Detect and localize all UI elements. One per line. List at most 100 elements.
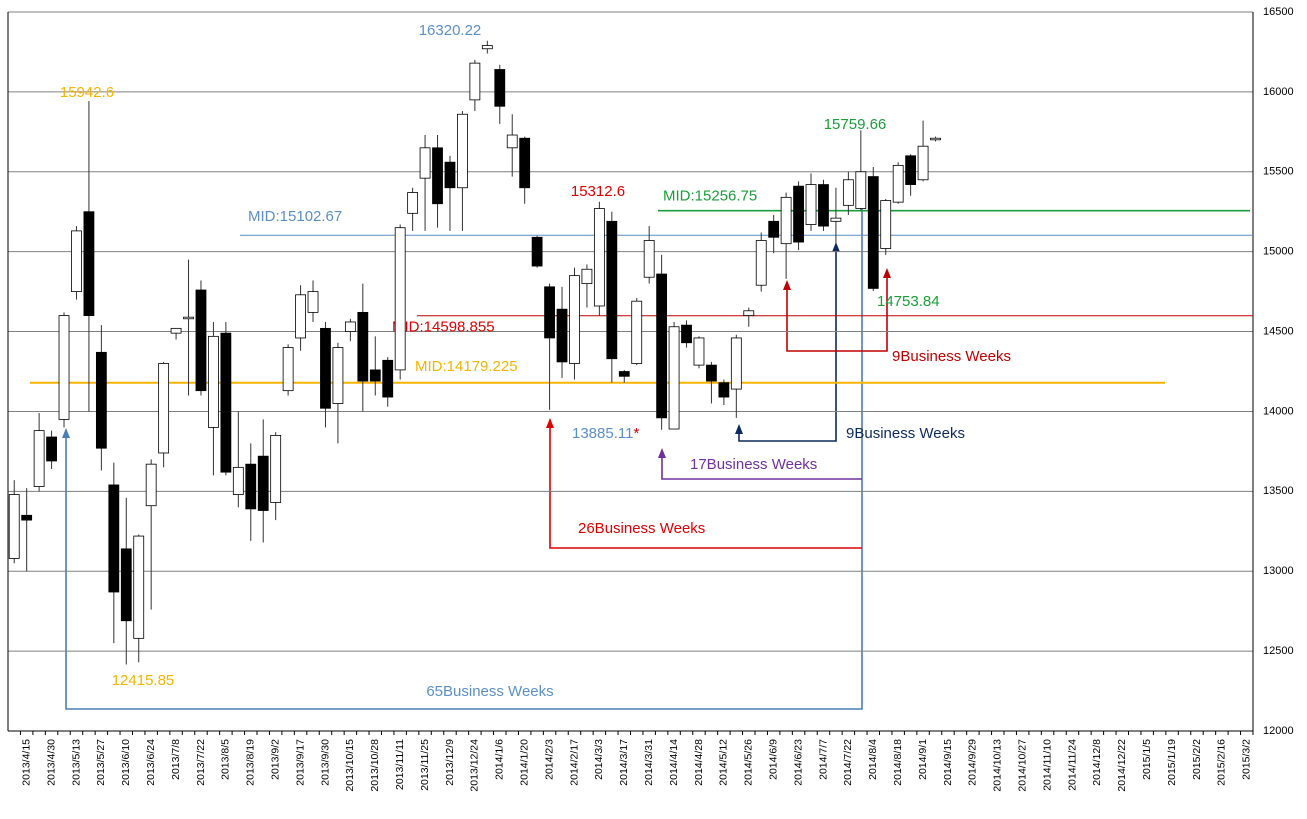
candle-body xyxy=(793,185,804,243)
candle-body xyxy=(444,161,456,189)
candle-body xyxy=(108,484,120,593)
candle-body xyxy=(755,240,767,286)
y-tick-label: 15500 xyxy=(1263,166,1294,178)
mid-label: MID:15102.67 xyxy=(248,208,342,225)
x-tick-label: 2013/5/13 xyxy=(70,739,82,786)
bracket-26 xyxy=(549,426,862,549)
x-tick-label: 2014/6/23 xyxy=(792,739,804,786)
candle-body xyxy=(668,326,680,430)
annotation-text: 15312.6 xyxy=(571,183,625,200)
candle-body xyxy=(880,200,892,249)
annotation-text: 16320.22 xyxy=(419,22,482,39)
x-tick-label: 2014/8/18 xyxy=(892,739,904,786)
x-tick-label: 2013/11/11 xyxy=(394,739,406,790)
candle-body xyxy=(208,335,219,428)
annotation-suffix: * xyxy=(633,425,639,442)
candle-body xyxy=(320,327,331,409)
candle-body xyxy=(232,466,244,495)
candle-body xyxy=(8,494,20,559)
x-tick-label: 2014/12/8 xyxy=(1091,739,1103,786)
x-tick-label: 2013/6/24 xyxy=(145,739,157,786)
candle-body xyxy=(631,300,643,364)
candle-body xyxy=(618,371,630,377)
candle-body xyxy=(830,217,842,222)
x-tick-label: 2014/8/4 xyxy=(867,739,879,780)
y-tick-label: 15000 xyxy=(1263,246,1294,258)
x-tick-label: 2013/8/5 xyxy=(220,739,232,780)
x-tick-label: 2014/6/9 xyxy=(767,739,779,780)
annotation: 26Business Weeks xyxy=(578,520,705,537)
x-tick-label: 2014/11/10 xyxy=(1041,739,1053,791)
candle-body xyxy=(58,315,70,420)
x-tick-label: 2014/11/24 xyxy=(1066,739,1078,791)
annotation-text: 17Business Weeks xyxy=(690,456,817,473)
candle-body xyxy=(917,145,929,181)
candle-body xyxy=(270,435,282,503)
annotation: 16320.22 xyxy=(419,22,482,39)
x-tick-label: 2014/1/20 xyxy=(518,739,530,786)
x-tick-label: 2013/4/15 xyxy=(20,739,32,786)
x-tick-label: 2013/11/25 xyxy=(419,739,431,791)
mid-label: MID:15256.75 xyxy=(663,188,757,205)
candle-body xyxy=(46,436,57,462)
candle-body xyxy=(643,240,655,278)
candle-body xyxy=(195,289,207,392)
candle-body xyxy=(681,324,692,344)
annotation-text: 14753.84 xyxy=(877,293,940,310)
candle-body xyxy=(606,220,618,360)
x-tick-label: 2013/9/2 xyxy=(269,739,281,780)
candle-body xyxy=(307,291,319,313)
candle-body xyxy=(569,275,580,364)
y-tick-label: 12500 xyxy=(1263,645,1294,657)
candle-body xyxy=(133,535,145,639)
x-tick-label: 2015/3/2 xyxy=(1241,739,1253,780)
x-tick-label: 2014/10/27 xyxy=(1016,739,1028,792)
candle-body xyxy=(743,310,755,316)
x-tick-label: 2015/1/5 xyxy=(1141,739,1153,780)
x-tick-label: 2013/10/15 xyxy=(344,739,356,792)
bracket-9b xyxy=(786,276,888,352)
candle-body xyxy=(245,463,257,510)
mid-label: MID:14598.855 xyxy=(392,319,495,336)
candle-body xyxy=(357,311,369,382)
candle-body xyxy=(718,382,730,398)
candle-body xyxy=(867,176,879,289)
annotation-text: 9Business Weeks xyxy=(846,425,965,442)
x-tick-label: 2015/2/16 xyxy=(1216,739,1228,786)
x-tick-label: 2014/2/3 xyxy=(543,739,555,780)
candle-body xyxy=(706,364,717,382)
x-tick-label: 2013/7/22 xyxy=(195,739,207,786)
y-tick-label: 16500 xyxy=(1263,6,1294,18)
candle-body xyxy=(170,327,182,334)
candle-body xyxy=(295,294,306,339)
candle-body xyxy=(382,359,394,398)
candle-body xyxy=(656,273,668,419)
candle-body xyxy=(394,227,406,371)
annotation-text: 15942.6 xyxy=(60,84,114,101)
annotation: 15312.6 xyxy=(571,183,625,200)
x-tick-label: 2014/4/14 xyxy=(668,739,680,786)
bracket-65 xyxy=(65,196,863,710)
x-tick-label: 2015/1/19 xyxy=(1166,739,1178,786)
annotation: 12415.85 xyxy=(112,672,175,689)
arrow-17 xyxy=(658,448,666,458)
y-tick-label: 13500 xyxy=(1263,485,1294,497)
x-tick-label: 2013/7/8 xyxy=(170,739,182,780)
candle-body xyxy=(556,308,568,363)
x-tick-label: 2014/12/22 xyxy=(1116,739,1128,792)
x-tick-label: 2014/9/29 xyxy=(967,739,979,786)
annotation: 9Business Weeks xyxy=(892,348,1011,365)
x-tick-label: 2013/4/30 xyxy=(45,739,57,786)
candle-body xyxy=(730,337,742,390)
candle-body xyxy=(494,69,506,107)
annotation-text: 13885.11 xyxy=(572,425,633,442)
candle-body xyxy=(419,147,431,179)
x-tick-label: 2015/2/2 xyxy=(1191,739,1203,780)
bracket-17 xyxy=(661,456,862,480)
candle-body xyxy=(183,316,194,320)
annotation: 13885.11* xyxy=(572,425,639,442)
candle-body xyxy=(842,179,854,206)
candle-body xyxy=(332,347,344,404)
annotation: 15942.6 xyxy=(60,84,114,101)
candle-body xyxy=(369,369,381,382)
